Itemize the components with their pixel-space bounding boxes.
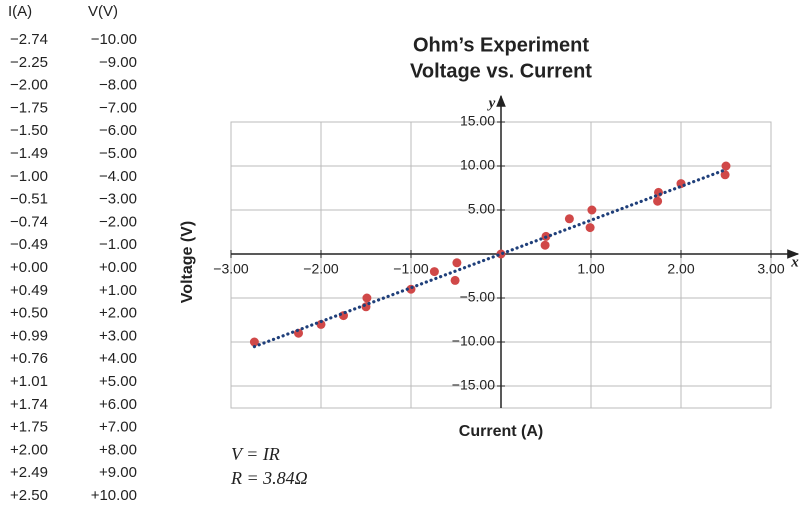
x-tick-label: −1.00: [393, 261, 429, 277]
table-cell: −7.00: [99, 99, 137, 116]
table-cell: +0.00: [99, 259, 137, 276]
data-point: [452, 258, 462, 268]
trend-line: [252, 167, 728, 349]
table-cell: +9.00: [99, 464, 137, 481]
table-cell: +8.00: [99, 441, 137, 458]
table-cell: −0.49: [10, 236, 48, 253]
table-cell: −2.25: [10, 54, 48, 71]
y-tick-label: 15.00: [460, 113, 495, 129]
table-cell: +4.00: [99, 350, 137, 367]
table-cell: +0.76: [10, 350, 48, 367]
x-tick-label: 1.00: [577, 261, 604, 277]
table-cell: +2.49: [10, 464, 48, 481]
chart-subtitle: Voltage vs. Current: [410, 60, 592, 82]
data-point: [249, 337, 259, 347]
table-cell: −4.00: [99, 168, 137, 185]
table-cell: +2.00: [99, 305, 137, 322]
table-cell: −2.74: [10, 31, 48, 48]
y-tick-label: −5.00: [460, 289, 496, 305]
x-tick-label: −2.00: [303, 261, 339, 277]
data-point: [316, 319, 326, 329]
table-cell: −0.74: [10, 213, 48, 230]
table-cell: +1.74: [10, 396, 48, 413]
table-cell: −9.00: [99, 54, 137, 71]
y-axis-letter: y: [487, 95, 496, 111]
chart-title: Ohm’s Experiment: [413, 34, 589, 56]
table-cell: −2.00: [99, 213, 137, 230]
data-point: [721, 161, 731, 171]
y-axis-label: Voltage (V): [179, 221, 196, 303]
data-point: [429, 267, 439, 277]
data-point: [362, 293, 372, 303]
table-cell: +5.00: [99, 373, 137, 390]
table-header: I(A): [8, 3, 32, 20]
table-cell: −1.00: [10, 168, 48, 185]
y-tick-label: −15.00: [452, 377, 495, 393]
table-cell: +7.00: [99, 419, 137, 436]
annotation: R = 3.84Ω: [230, 468, 308, 488]
table-cell: +1.01: [10, 373, 48, 390]
table-cell: −0.51: [10, 191, 48, 208]
table-cell: +2.50: [10, 487, 48, 504]
data-point: [587, 205, 597, 215]
annotation: V = IR: [231, 444, 280, 464]
x-tick-label: 2.00: [667, 261, 694, 277]
table-cell: −1.50: [10, 122, 48, 139]
table-header: V(V): [88, 3, 118, 20]
x-axis-label: Current (A): [459, 423, 543, 440]
data-point: [564, 214, 574, 224]
table-cell: +0.49: [10, 282, 48, 299]
data-point: [720, 170, 730, 180]
table-cell: −1.49: [10, 145, 48, 162]
table-cell: −1.75: [10, 99, 48, 116]
table-cell: −8.00: [99, 77, 137, 94]
x-axis-letter: x: [790, 254, 799, 270]
x-tick-label: −3.00: [213, 261, 249, 277]
y-tick-label: 5.00: [468, 201, 495, 217]
data-point: [450, 275, 460, 285]
y-tick-label: 10.00: [460, 157, 495, 173]
table-cell: −6.00: [99, 122, 137, 139]
table-cell: +0.50: [10, 305, 48, 322]
x-tick-label: 3.00: [757, 261, 784, 277]
table-cell: +0.99: [10, 327, 48, 344]
table-cell: −1.00: [99, 236, 137, 253]
y-tick-label: −10.00: [452, 333, 495, 349]
table-cell: +6.00: [99, 396, 137, 413]
table-cell: +2.00: [10, 441, 48, 458]
data-point: [540, 240, 550, 250]
table-cell: +3.00: [99, 327, 137, 344]
data-point: [585, 223, 595, 233]
table-cell: +0.00: [10, 259, 48, 276]
table-cell: +10.00: [91, 487, 137, 504]
data-point: [653, 196, 663, 206]
table-cell: −3.00: [99, 191, 137, 208]
table-cell: −10.00: [91, 31, 137, 48]
table-cell: −2.00: [10, 77, 48, 94]
table-cell: −5.00: [99, 145, 137, 162]
table-cell: +1.00: [99, 282, 137, 299]
table-cell: +1.75: [10, 419, 48, 436]
